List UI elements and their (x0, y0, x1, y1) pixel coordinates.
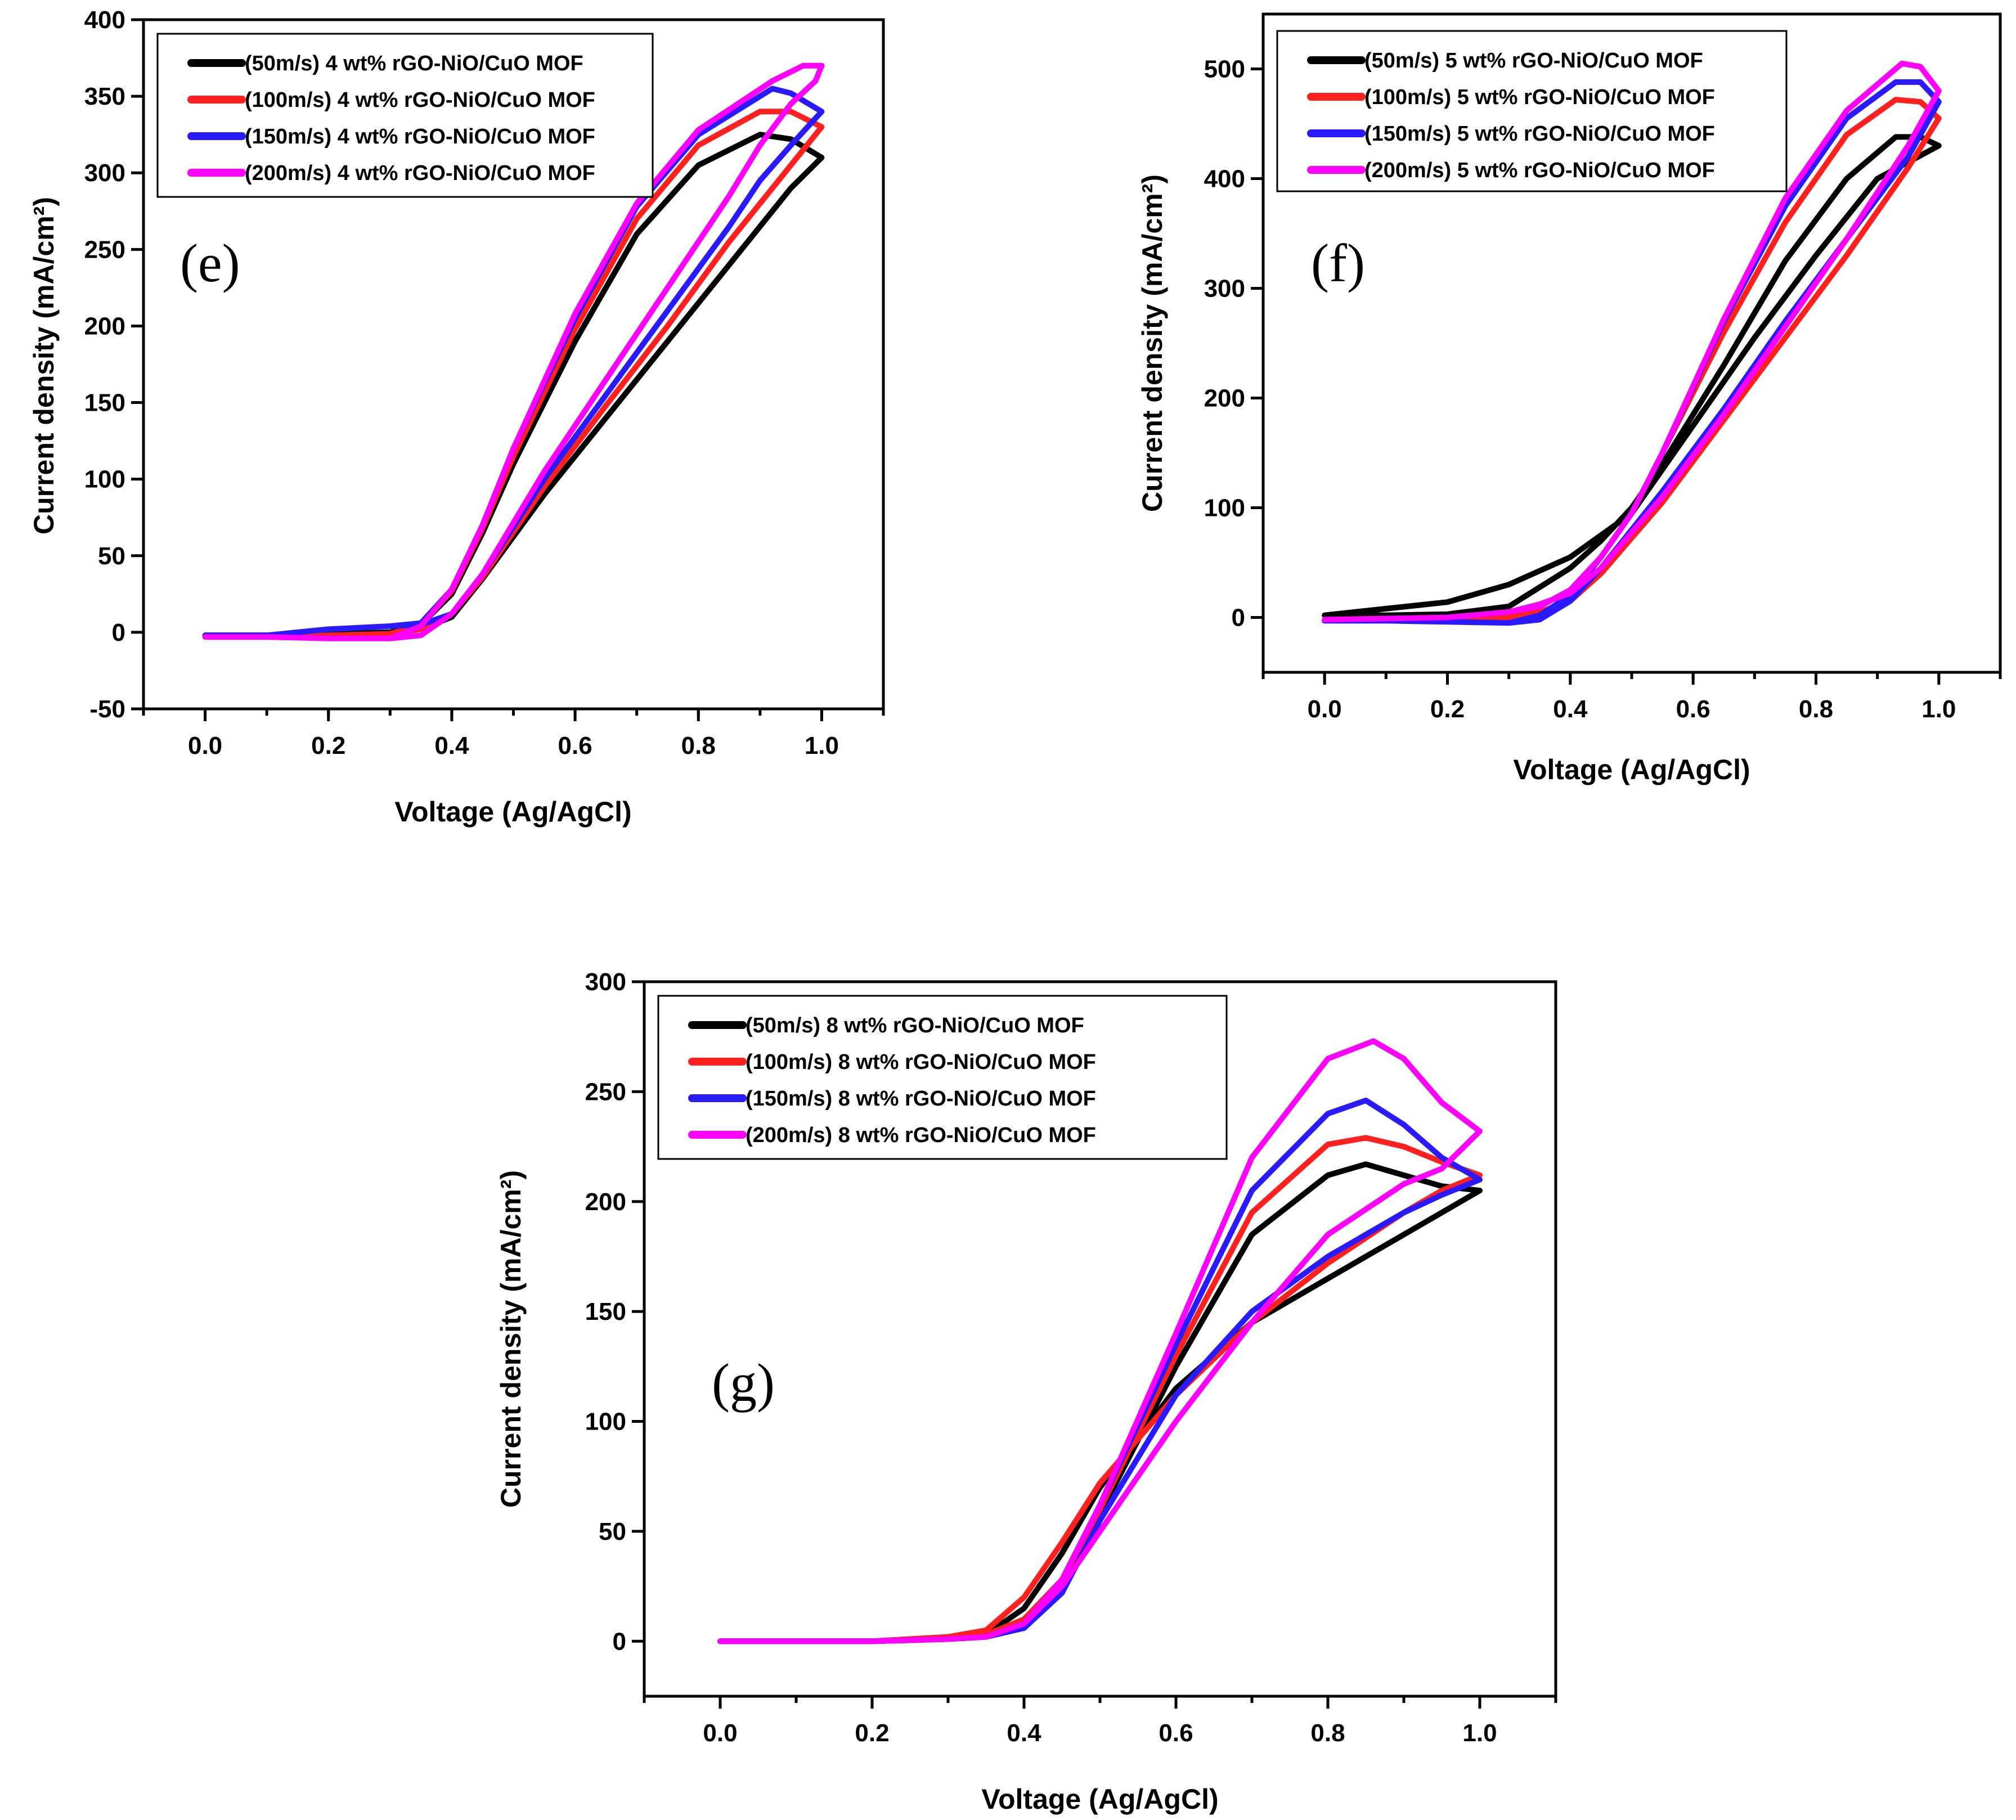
legend-entry-label: (150m/s) 4 wt% rGO-NiO/CuO MOF (245, 125, 595, 149)
y-tick-label: 400 (84, 6, 125, 34)
x-tick-label: 0.2 (1430, 695, 1465, 723)
y-axis-title: Current density (mA/cm²) (28, 197, 60, 534)
legend-entry-label: (150m/s) 8 wt% rGO-NiO/CuO MOF (746, 1087, 1096, 1111)
legend-entry-label: (200m/s) 4 wt% rGO-NiO/CuO MOF (245, 161, 595, 185)
x-tick-label: 1.0 (805, 732, 839, 760)
x-tick-label: 0.6 (1676, 695, 1710, 723)
x-axis-title: Voltage (Ag/AgCl) (981, 1783, 1218, 1815)
series-line-1 (202, 132, 825, 639)
x-tick-label: 0.0 (188, 732, 222, 760)
y-axis-title: Current density (mA/cm²) (1137, 174, 1168, 512)
legend-entry-label: (100m/s) 4 wt% rGO-NiO/CuO MOF (245, 88, 595, 112)
panel-label: (e) (180, 233, 240, 293)
x-tick-label: 1.0 (1462, 1719, 1497, 1747)
y-tick-label: 150 (84, 389, 125, 417)
y-tick-label: 200 (585, 1188, 626, 1216)
x-tick-label: 0.2 (855, 1719, 889, 1747)
y-tick-label: 0 (112, 619, 125, 646)
y-tick-label: 100 (585, 1408, 626, 1436)
legend-entry-label: (50m/s) 4 wt% rGO-NiO/CuO MOF (245, 52, 583, 75)
legend-entry-label: (100m/s) 8 wt% rGO-NiO/CuO MOF (746, 1050, 1096, 1074)
series-line-3 (717, 1098, 1483, 1644)
y-tick-label: 300 (585, 968, 626, 996)
legend-entry-label: (200m/s) 5 wt% rGO-NiO/CuO MOF (1364, 159, 1715, 182)
x-tick-label: 1.0 (1921, 695, 1956, 723)
y-tick-label: 200 (84, 312, 125, 340)
y-axis-title: Current density (mA/cm²) (495, 1170, 527, 1508)
y-tick-label: 300 (1204, 275, 1245, 303)
chart-panel-1: 0.0 0.2 0.4 0.6 0.8 1.0 -50 0 50 100 150 200 250 300 3… (28, 6, 885, 828)
x-tick-label: 0.8 (681, 732, 716, 760)
series-line-3 (1322, 79, 1942, 626)
y-tick-label: 250 (585, 1078, 626, 1106)
y-tick-label: 500 (1204, 56, 1245, 83)
y-tick-label: 100 (1204, 495, 1245, 522)
y-tick-label: 0 (1232, 604, 1245, 632)
x-axis-title: Voltage (Ag/AgCl) (394, 796, 631, 828)
y-tick-label: 50 (599, 1518, 626, 1545)
x-tick-label: 0.4 (1553, 695, 1588, 723)
x-tick-label: 0.0 (1308, 695, 1342, 723)
y-tick-label: 250 (84, 236, 125, 263)
x-tick-label: 0.6 (558, 732, 592, 760)
x-axis-title: Voltage (Ag/AgCl) (1513, 754, 1750, 785)
y-tick-label: 300 (84, 159, 125, 187)
x-tick-label: 0.8 (1310, 1719, 1345, 1747)
legend-entry-label: (150m/s) 5 wt% rGO-NiO/CuO MOF (1364, 122, 1715, 146)
chart-panel-2: 0.0 0.2 0.4 0.6 0.8 1.0 0 100 200 300 400 500 (50m/s… (1137, 12, 2002, 785)
legend-entry-label: (100m/s) 5 wt% rGO-NiO/CuO MOF (1364, 86, 1715, 109)
y-tick-label: 400 (1204, 165, 1245, 193)
panel-label: (g) (712, 1352, 775, 1413)
y-tick-label: 0 (613, 1628, 626, 1655)
y-tick-label: 100 (84, 466, 125, 493)
y-tick-label: -50 (89, 695, 125, 723)
y-tick-label: 50 (98, 542, 125, 570)
series-line-1 (1322, 134, 1942, 618)
x-tick-label: 0.0 (703, 1719, 737, 1747)
y-tick-label: 350 (84, 83, 125, 110)
legend-entry-label: (200m/s) 8 wt% rGO-NiO/CuO MOF (746, 1124, 1096, 1147)
series-line-4 (202, 62, 825, 641)
y-tick-label: 150 (585, 1298, 626, 1325)
chart-panel-3: 0.0 0.2 0.4 0.6 0.8 1.0 0 50 100 150 200 250 300 (50m… (495, 968, 1557, 1815)
legend-entry-label: (50m/s) 8 wt% rGO-NiO/CuO MOF (746, 1014, 1084, 1037)
x-tick-label: 0.6 (1159, 1719, 1193, 1747)
panel-label: (f) (1311, 233, 1365, 293)
x-tick-label: 0.8 (1799, 695, 1833, 723)
series-line-4 (717, 1038, 1483, 1644)
y-tick-label: 200 (1204, 385, 1245, 412)
legend-box (657, 995, 1228, 1160)
legend-entry-label: (50m/s) 5 wt% rGO-NiO/CuO MOF (1364, 49, 1703, 73)
series-line-4 (1322, 60, 1942, 623)
x-tick-label: 0.4 (434, 732, 469, 760)
series-line-2 (717, 1135, 1483, 1644)
x-tick-label: 0.4 (1007, 1719, 1041, 1747)
x-tick-label: 0.2 (311, 732, 345, 760)
